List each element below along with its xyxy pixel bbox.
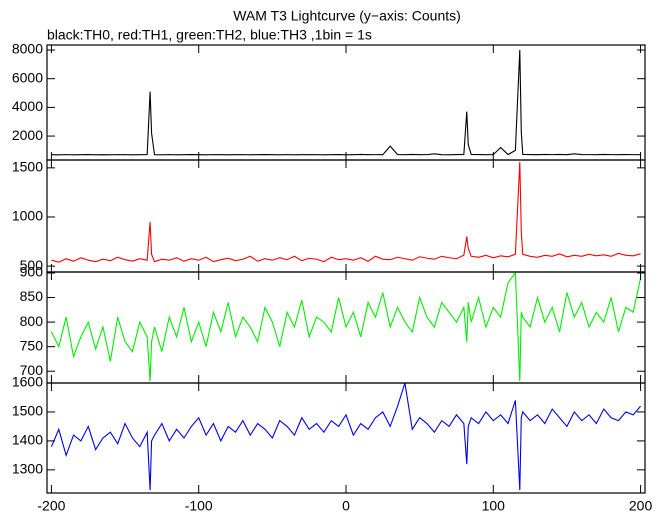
x-tick-label: 100	[482, 498, 506, 514]
data-line	[50, 383, 641, 491]
x-tick-label: 200	[629, 498, 653, 514]
y-tick-label: 6000	[12, 69, 43, 85]
y-tick-label: 1500	[12, 159, 43, 175]
y-tick-label: 1500	[12, 403, 43, 419]
x-tick-label: -200	[37, 498, 65, 514]
y-tick-label: 1000	[12, 208, 43, 224]
y-tick-label: 4000	[12, 98, 43, 114]
y-tick-label: 700	[20, 362, 44, 378]
chart-title: WAM T3 Lightcurve (y−axis: Counts)	[233, 8, 461, 24]
data-line	[51, 49, 641, 156]
y-tick-label: 800	[20, 313, 44, 329]
panel-frame	[46, 382, 646, 494]
y-tick-label: 1400	[12, 432, 43, 448]
y-tick-label: 750	[20, 337, 44, 353]
y-tick-label: 1600	[12, 374, 43, 390]
chart-subtitle: black:TH0, red:TH1, green:TH2, blue:TH3 …	[47, 27, 372, 43]
x-tick-label: -100	[185, 498, 213, 514]
x-tick-label: 0	[342, 498, 350, 514]
data-line	[50, 272, 642, 382]
y-tick-label: 2000	[12, 127, 43, 143]
y-tick-label: 500	[20, 257, 44, 273]
y-tick-label: 850	[20, 288, 44, 304]
y-tick-label: 900	[20, 264, 44, 280]
y-tick-label: 1300	[12, 461, 43, 477]
panel-frame	[46, 44, 646, 161]
y-tick-label: 8000	[12, 41, 43, 57]
data-line	[51, 161, 641, 263]
